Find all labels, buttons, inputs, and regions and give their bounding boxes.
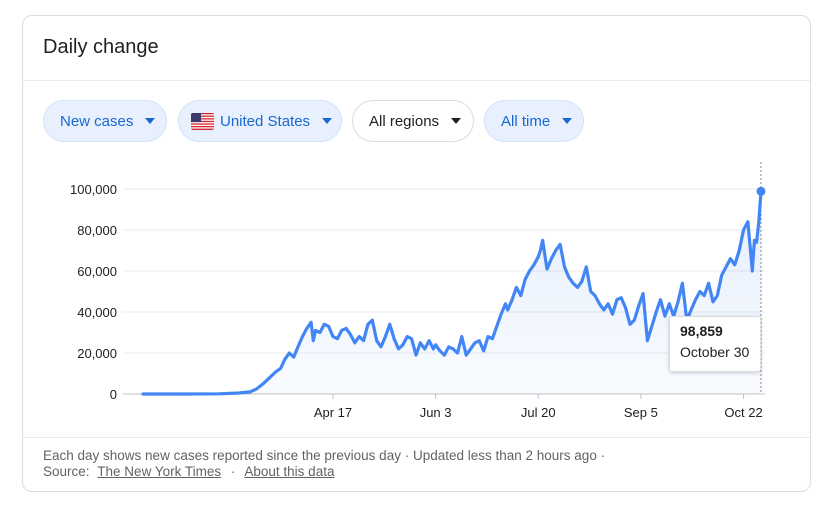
y-tick-label: 100,000 xyxy=(70,182,117,197)
chart-area[interactable]: 0 20,000 40,000 60,000 80,000 100,000 Apr 17 Ju… xyxy=(23,156,812,436)
about-data-link[interactable]: About this data xyxy=(244,464,335,479)
x-tick-label: Jul 20 xyxy=(521,405,556,420)
period-dropdown-label: All time xyxy=(501,112,551,130)
y-tick-label: 40,000 xyxy=(77,305,117,320)
tooltip-date: October 30 xyxy=(680,344,750,360)
chevron-down-icon xyxy=(145,118,156,124)
region-dropdown-label: All regions xyxy=(369,112,440,130)
footer-divider xyxy=(23,437,810,438)
series-line xyxy=(141,189,763,396)
y-tick-label: 0 xyxy=(110,387,117,402)
chart-tooltip: 98,859 October 30 xyxy=(669,316,761,372)
footer: Each day shows new cases reported since … xyxy=(43,448,605,480)
highlight-point xyxy=(756,186,766,196)
footer-description: Each day shows new cases reported since … xyxy=(43,448,606,463)
chevron-down-icon xyxy=(451,118,462,124)
country-dropdown-label: United States xyxy=(220,112,311,130)
x-tick-label: Apr 17 xyxy=(314,405,352,420)
y-tick-label: 20,000 xyxy=(77,346,117,361)
x-tick-label: Oct 22 xyxy=(724,405,762,420)
chevron-down-icon xyxy=(322,118,333,124)
series-area xyxy=(143,191,761,394)
x-tick-label: Jun 3 xyxy=(420,405,452,420)
metric-dropdown[interactable]: New cases xyxy=(43,100,167,142)
period-dropdown[interactable]: All time xyxy=(484,100,584,142)
source-link[interactable]: The New York Times xyxy=(97,464,222,479)
tooltip-value: 98,859 xyxy=(680,323,723,339)
daily-change-card: Daily change New cases Unite xyxy=(22,15,811,492)
header-divider xyxy=(23,80,810,81)
card-title: Daily change xyxy=(43,36,159,58)
us-flag-icon xyxy=(191,112,214,130)
source-label: Source: xyxy=(43,464,90,479)
region-dropdown[interactable]: All regions xyxy=(352,100,474,142)
x-tick-label: Sep 5 xyxy=(624,405,658,420)
daily-cases-chart[interactable]: 0 20,000 40,000 60,000 80,000 100,000 Apr 17 Ju… xyxy=(23,156,812,436)
y-tick-label: 80,000 xyxy=(77,223,117,238)
country-dropdown[interactable]: United States xyxy=(178,100,342,142)
footer-separator: · xyxy=(230,464,236,479)
chevron-down-icon xyxy=(562,118,573,124)
metric-dropdown-label: New cases xyxy=(60,112,134,130)
y-tick-label: 60,000 xyxy=(77,264,117,279)
